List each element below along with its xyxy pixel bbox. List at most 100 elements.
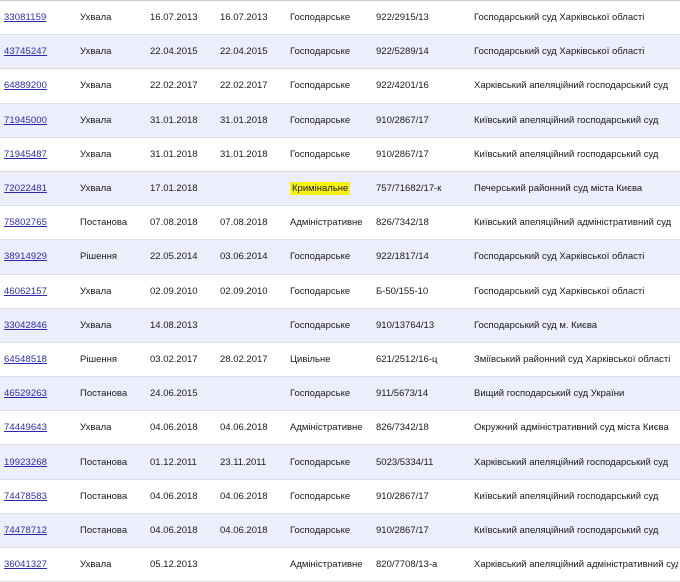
cell-date-published: 02.09.2010 [216, 274, 286, 309]
document-link[interactable]: 38914929 [4, 251, 48, 263]
cell-doc-type: Ухвала [76, 308, 146, 343]
table-row[interactable]: 72022481 Ухвала 17.01.2018 Кримінальне 757/7… [0, 171, 680, 207]
cell-judge-name: Патратій О.В. [678, 410, 680, 446]
cell-court-name: Вищий господарський суд України [470, 376, 678, 412]
cell-doc-type: Ухвала [76, 410, 146, 446]
cell-justice-type: Адміністративне [286, 410, 372, 446]
cell-court-name: Харківський апеляційний господарський су… [470, 68, 678, 104]
table-row[interactable]: 64548518 Рішення 03.02.2017 28.02.2017 Цивіл… [0, 342, 680, 378]
cell-justice-type: Господарське [286, 137, 372, 172]
table-row[interactable]: 19923268 Постанова 01.12.2011 23.11.2011 Гос… [0, 444, 680, 480]
cell-case-number: 910/2867/17 [372, 513, 470, 549]
cell-date-adopted: 01.12.2011 [146, 444, 216, 480]
cell-case-number: 910/2867/17 [372, 103, 470, 138]
document-link[interactable]: 64889200 [4, 80, 48, 92]
cell-doc-type: Ухвала [76, 274, 146, 309]
cell-doc-type: Постанова [76, 479, 146, 514]
document-link[interactable]: 72022481 [4, 183, 48, 195]
cell-doc-id: 75802765 [0, 205, 76, 241]
document-link[interactable]: 74478583 [4, 490, 48, 502]
cell-judge-name: Пантеліенко В.О. [678, 103, 680, 138]
cell-date-adopted: 14.08.2013 [146, 308, 216, 343]
table-row[interactable]: 74449643 Ухвала 04.06.2018 04.06.2018 Адміні… [0, 410, 680, 446]
cell-case-number: 826/7342/18 [372, 205, 470, 241]
cell-case-number: 922/2915/13 [372, 0, 470, 36]
cell-justice-type: Господарське [286, 34, 372, 70]
cell-doc-type: Ухвала [76, 34, 146, 70]
cell-doc-type: Постанова [76, 444, 146, 480]
cell-court-name: Київський апеляційний господарський суд [470, 103, 678, 138]
cell-justice-type: Господарське [286, 274, 372, 309]
cell-doc-id: 64548518 [0, 342, 76, 378]
table-row[interactable]: 74478583 Постанова 04.06.2018 04.06.2018 Гос… [0, 479, 680, 514]
cell-doc-type: Ухвала [76, 171, 146, 207]
cell-date-published [216, 547, 286, 582]
table-row[interactable]: 64889200 Ухвала 22.02.2017 22.02.2017 Господ… [0, 68, 680, 104]
cell-case-number: 910/13764/13 [372, 308, 470, 343]
document-link[interactable]: 71945487 [4, 148, 48, 160]
cell-justice-type: Цивільне [286, 342, 372, 378]
table-row[interactable]: 46062157 Ухвала 02.09.2010 02.09.2010 Господ… [0, 274, 680, 309]
cell-court-name: Зміївський районний суд Харківської обла… [470, 342, 678, 378]
cell-justice-type: Адміністративне [286, 547, 372, 582]
cell-judge-name: Макаренко О.В. [678, 34, 680, 70]
table-row[interactable]: 38914929 Рішення 22.05.2014 03.06.2014 Госпо… [0, 239, 680, 275]
cell-justice-type: Господарське [286, 444, 372, 480]
cell-date-published: 31.01.2018 [216, 137, 286, 172]
table-row[interactable]: 71945000 Ухвала 31.01.2018 31.01.2018 Господ… [0, 103, 680, 138]
table-row[interactable]: 33042846 Ухвала 14.08.2013 Господарське 910/… [0, 308, 680, 343]
cell-justice-type: Господарське [286, 479, 372, 514]
document-link[interactable]: 71945000 [4, 114, 48, 126]
cell-doc-id: 19923268 [0, 444, 76, 480]
cell-doc-id: 74449643 [0, 410, 76, 446]
document-link[interactable]: 33042846 [4, 319, 48, 331]
cell-court-name: Київський апеляційний господарський суд [470, 137, 678, 172]
table-row[interactable]: 43745247 Ухвала 22.04.2015 22.04.2015 Господ… [0, 34, 680, 70]
document-link[interactable]: 46062157 [4, 285, 48, 297]
document-link[interactable]: 46529263 [4, 388, 48, 400]
table-row[interactable]: 75802765 Постанова 07.08.2018 07.08.2018 Адм… [0, 205, 680, 241]
cell-case-number: 910/2867/17 [372, 137, 470, 172]
document-link[interactable]: 74478712 [4, 524, 48, 536]
cell-date-published [216, 308, 286, 343]
cell-judge-name: Яризько В.О. [678, 239, 680, 275]
cell-date-published: 22.02.2017 [216, 68, 286, 104]
document-link[interactable]: 64548518 [4, 353, 48, 365]
cell-doc-type: Ухвала [76, 0, 146, 36]
cell-judge-name: Пантеліенко В.О. [678, 137, 680, 172]
document-link[interactable]: 75802765 [4, 217, 48, 229]
document-link[interactable]: 43745247 [4, 46, 48, 58]
cell-judge-name: Светлічний Ю.В. [678, 0, 680, 36]
cell-court-name: Харківський апеляційний господарський су… [470, 444, 678, 480]
cell-judge-name: Ісаєнко Ю.А. [678, 205, 680, 241]
cell-court-name: Господарський суд Харківської області [470, 34, 678, 70]
table-row[interactable]: 36041327 Ухвала 05.12.2013 Адміністративне 8… [0, 547, 680, 582]
cell-doc-id: 46529263 [0, 376, 76, 412]
cell-judge-name: Пантеліенко В.О. [678, 479, 680, 514]
table-row[interactable]: 46529263 Постанова 24.06.2015 Господарське 9… [0, 376, 680, 412]
cell-date-adopted: 31.01.2018 [146, 103, 216, 138]
table-row[interactable]: 74478712 Постанова 04.06.2018 04.06.2018 Гос… [0, 513, 680, 549]
cell-date-adopted: 04.06.2018 [146, 479, 216, 514]
document-link[interactable]: 74449643 [4, 422, 48, 434]
table-row[interactable]: 71945487 Ухвала 31.01.2018 31.01.2018 Господ… [0, 137, 680, 172]
cell-case-number: 922/1817/14 [372, 239, 470, 275]
cell-doc-id: 33042846 [0, 308, 76, 343]
cell-date-adopted: 07.08.2018 [146, 205, 216, 241]
cell-justice-type: Господарське [286, 239, 372, 275]
cell-doc-id: 38914929 [0, 239, 76, 275]
cell-date-published: 04.06.2018 [216, 479, 286, 514]
table-row[interactable]: 33081159 Ухвала 16.07.2013 16.07.2013 Господ… [0, 0, 680, 36]
cell-date-adopted: 22.04.2015 [146, 34, 216, 70]
cell-date-adopted: 03.02.2017 [146, 342, 216, 378]
cell-date-adopted: 02.09.2010 [146, 274, 216, 309]
cell-court-name: Харківський апеляційний адміністративний… [470, 547, 678, 582]
document-link[interactable]: 33081159 [4, 12, 47, 24]
document-link[interactable]: 19923268 [4, 456, 48, 468]
cell-date-published [216, 376, 286, 412]
search-highlight: Кримінальне [290, 182, 351, 196]
cell-court-name: Печерський районний суд міста Києва [470, 171, 678, 207]
document-link[interactable]: 36041327 [4, 559, 48, 571]
cell-date-published [216, 171, 286, 207]
